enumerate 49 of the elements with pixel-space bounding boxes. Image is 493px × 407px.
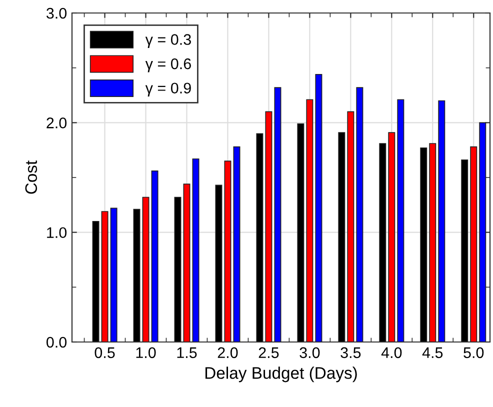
bar xyxy=(265,111,272,342)
bar xyxy=(420,147,428,342)
x-tick-label: 0.5 xyxy=(94,347,115,358)
x-tick-label: 2.5 xyxy=(258,347,279,358)
y-tick-label: 3.0 xyxy=(46,8,67,19)
bar xyxy=(133,208,140,342)
x-tick-label: 1.5 xyxy=(177,347,197,358)
x-tick-label: 3.0 xyxy=(300,347,320,358)
bar xyxy=(479,122,486,342)
bar xyxy=(470,146,478,342)
bar xyxy=(274,87,282,342)
legend-label: γ = 0.6 xyxy=(145,58,191,72)
bar xyxy=(192,158,200,342)
y-tick-label: 2.0 xyxy=(46,118,67,128)
bar xyxy=(461,160,468,342)
x-tick-label: 3.5 xyxy=(340,347,361,358)
bar xyxy=(101,211,108,342)
x-axis-title: Delay Budget (Days) xyxy=(205,366,357,382)
x-tick-label: 4.0 xyxy=(381,347,402,358)
bar xyxy=(183,184,190,342)
bar xyxy=(347,111,354,342)
legend-label: γ = 0.9 xyxy=(145,82,191,97)
bar xyxy=(397,99,404,342)
bar xyxy=(224,160,232,342)
bar xyxy=(438,100,446,342)
bar xyxy=(110,208,118,342)
bar xyxy=(151,170,158,342)
y-tick-label: 0.0 xyxy=(46,336,67,348)
bar xyxy=(379,143,386,342)
legend-label: γ = 0.3 xyxy=(145,34,191,48)
bar xyxy=(338,132,346,342)
bar xyxy=(174,196,182,342)
bar xyxy=(356,87,364,342)
x-tick-label: 4.5 xyxy=(422,347,443,358)
bar xyxy=(233,146,240,342)
y-tick-label: 1.0 xyxy=(47,227,67,238)
x-tick-label: 5.0 xyxy=(464,347,484,358)
bar xyxy=(142,196,150,342)
bar xyxy=(92,220,100,342)
bar xyxy=(297,123,304,342)
bar xyxy=(429,143,436,342)
bar xyxy=(306,99,314,342)
bar xyxy=(388,132,396,342)
bar xyxy=(215,184,222,342)
x-tick-label: 1.0 xyxy=(136,347,156,358)
bar xyxy=(315,74,322,342)
bar xyxy=(256,133,264,342)
x-tick-label: 2.0 xyxy=(218,347,238,358)
y-axis-title: Cost xyxy=(25,160,38,194)
